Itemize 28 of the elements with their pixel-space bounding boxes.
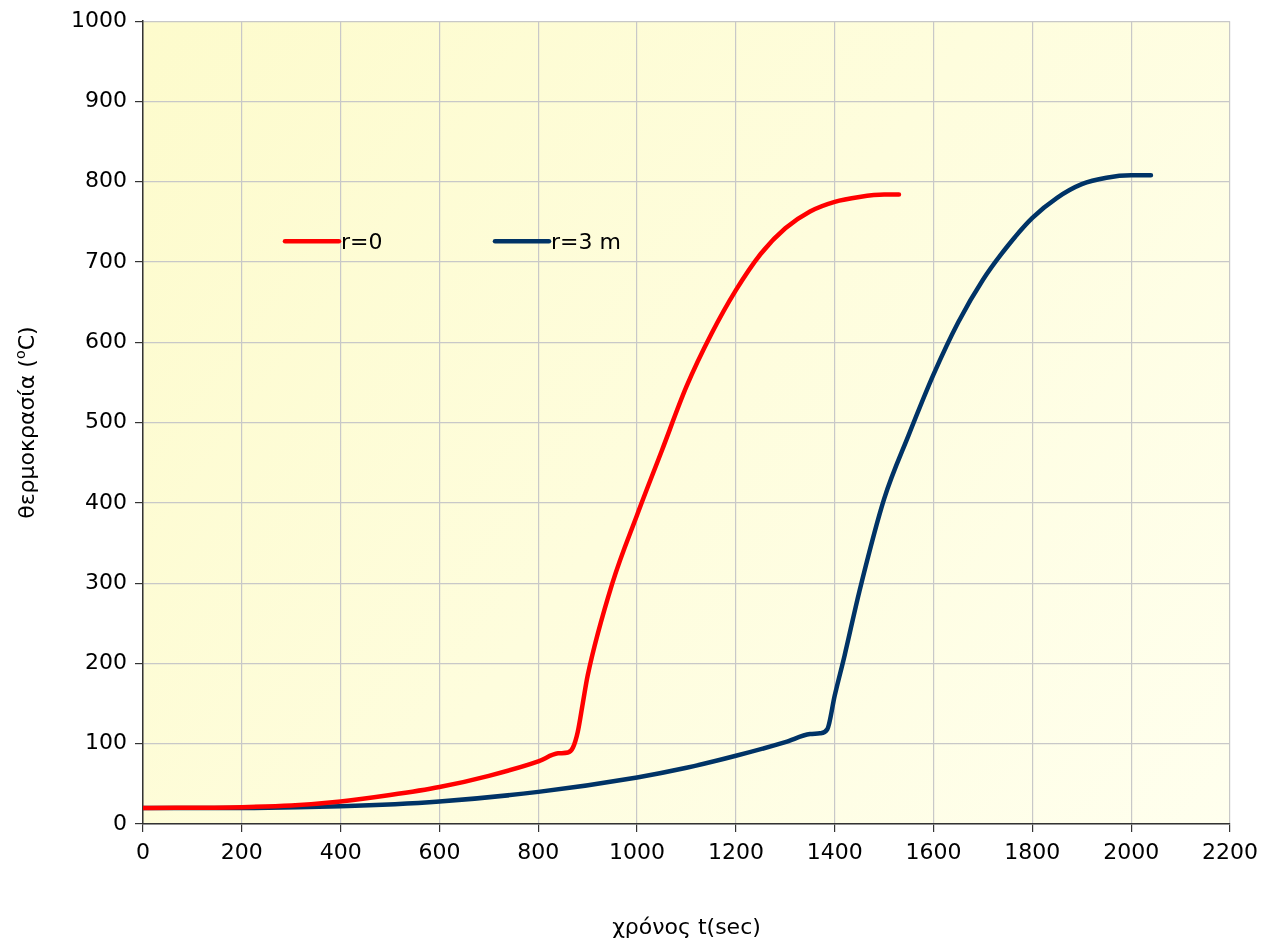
- legend-label: r=3 m: [551, 228, 621, 254]
- y-tick-label: 1000: [71, 6, 127, 32]
- y-tick-label: 800: [85, 167, 127, 193]
- x-tick-label: 1600: [905, 838, 962, 864]
- y-tick-label: 600: [85, 328, 127, 354]
- x-tick-label: 600: [418, 838, 461, 864]
- y-tick-label: 100: [85, 729, 127, 755]
- x-tick-label: 400: [319, 838, 362, 864]
- x-tick-label: 1200: [707, 838, 764, 864]
- x-tick-label: 0: [136, 838, 150, 864]
- x-tick-label: 2000: [1103, 838, 1160, 864]
- y-tick-label: 200: [85, 649, 127, 675]
- x-tick-label: 2200: [1202, 838, 1258, 864]
- y-tick-label: 900: [85, 87, 127, 113]
- x-tick-label: 1400: [806, 838, 863, 864]
- line-series: [143, 192, 902, 811]
- x-tick-label: 1000: [609, 838, 666, 864]
- x-tick-label: 800: [517, 838, 560, 864]
- y-tick-label: 700: [85, 247, 127, 273]
- y-tick-label: 400: [85, 488, 127, 514]
- y-tick-label: 300: [85, 568, 127, 594]
- x-axis-title: χρόνος t(sec): [612, 914, 761, 939]
- y-axis-title: θερμοκρασία (oC): [12, 326, 39, 519]
- legend-label: r=0: [341, 228, 383, 254]
- x-tick-label: 1800: [1004, 838, 1061, 864]
- y-tick-label: 0: [113, 809, 127, 835]
- x-tick-label: 200: [220, 838, 263, 864]
- y-tick-label: 500: [85, 408, 127, 434]
